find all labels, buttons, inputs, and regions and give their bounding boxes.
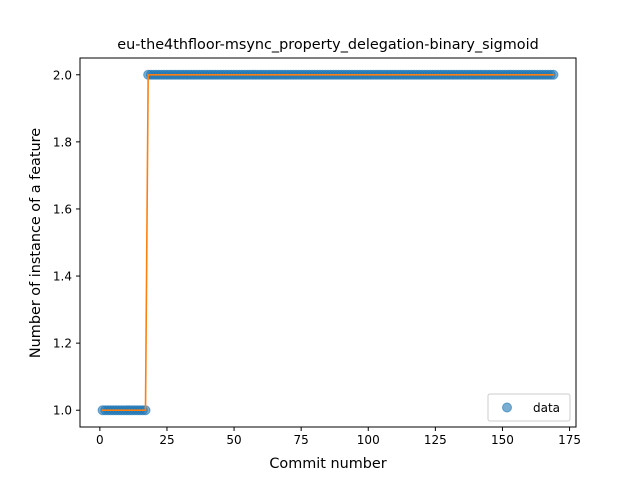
legend: data	[487, 393, 571, 422]
fit-line	[101, 73, 555, 412]
x-axis-label: Commit number	[269, 456, 386, 472]
y-tick-label: 1.4	[53, 270, 72, 284]
legend-marker-data	[502, 402, 512, 413]
x-tick-label: 100	[357, 433, 380, 447]
y-tick-label: 1.2	[53, 337, 72, 351]
axes: 0 25 50 75 100 125 150 175 1.0 1.2 1.4 1.6 1.8 2.0	[53, 57, 581, 447]
x-tick-label: 175	[558, 433, 581, 447]
axes-frame	[79, 57, 577, 428]
y-axis-label: Number of instance of a feature	[28, 128, 44, 358]
legend-frame	[487, 393, 571, 422]
plot-marks	[97, 69, 559, 416]
y-tick-label: 1.8	[53, 135, 72, 149]
chart-title: eu-the4thfloor-msync_property_delegation…	[117, 37, 538, 53]
y-tick-label: 2.0	[53, 68, 72, 82]
legend-label-data: data	[533, 401, 560, 415]
x-tick-label: 125	[424, 433, 447, 447]
x-tick-label: 25	[159, 433, 174, 447]
x-tick-label: 150	[491, 433, 514, 447]
x-tick-label: 75	[294, 433, 309, 447]
y-tick-label: 1.0	[53, 404, 72, 418]
x-tick-label: 0	[96, 433, 104, 447]
x-tick-label: 50	[226, 433, 241, 447]
y-tick-label: 1.6	[53, 202, 72, 216]
